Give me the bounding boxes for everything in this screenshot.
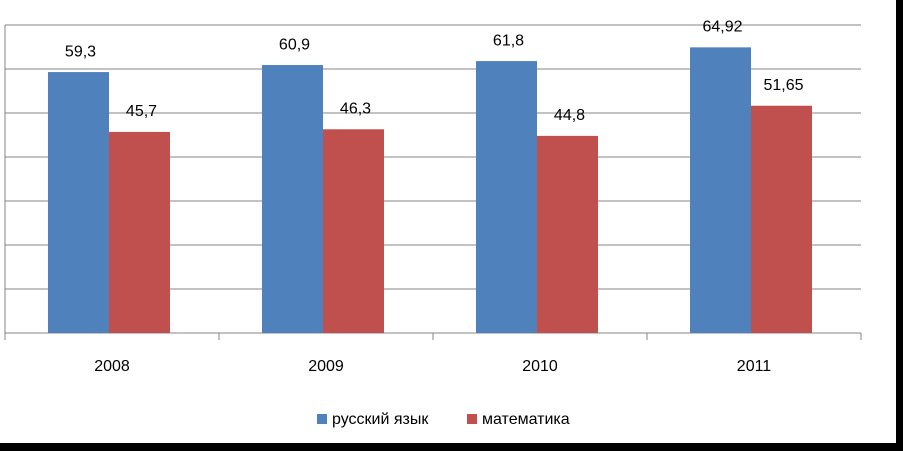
value-label: 60,9 [279, 36, 310, 53]
value-label: 51,65 [763, 77, 803, 94]
x-tick-label: 2009 [308, 358, 344, 375]
legend-swatch [317, 414, 327, 424]
bar [476, 61, 537, 333]
value-label: 44,8 [554, 107, 585, 124]
x-tick-label: 2008 [94, 358, 130, 375]
legend-swatch [467, 414, 477, 424]
value-label: 61,8 [493, 32, 524, 49]
value-label: 46,3 [340, 100, 371, 117]
bar [262, 65, 323, 333]
value-label: 59,3 [65, 43, 96, 60]
bar [109, 131, 170, 333]
value-label: 64,92 [702, 19, 742, 36]
legend-label: русский язык [332, 411, 429, 428]
bar [537, 135, 598, 333]
x-tick-label: 2011 [737, 358, 772, 375]
bar [751, 105, 812, 334]
bar [690, 47, 751, 334]
value-label: 45,7 [126, 103, 157, 120]
bar [323, 129, 384, 333]
bar [48, 72, 109, 333]
legend-label: математика [482, 411, 570, 428]
x-tick-label: 2010 [522, 358, 558, 375]
